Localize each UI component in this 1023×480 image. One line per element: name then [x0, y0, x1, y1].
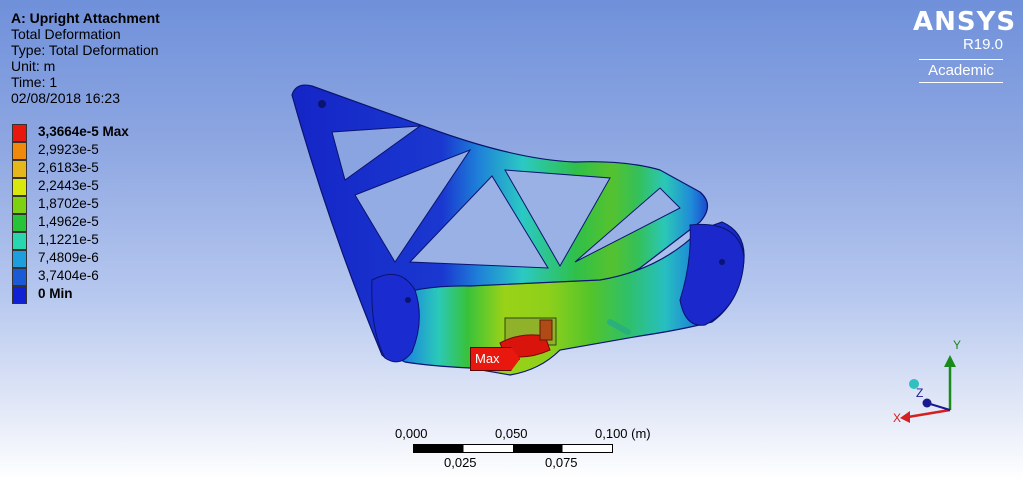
legend-row: 1,4962e-5: [12, 214, 192, 232]
result-info-header: A: Upright Attachment Total Deformation …: [11, 10, 160, 106]
logo-brand: ANSYS: [913, 7, 1017, 37]
legend-swatch: [12, 142, 27, 160]
result-type: Type: Total Deformation: [11, 42, 159, 58]
contour-legend[interactable]: 3,3664e-5 Max 2,9923e-5 2,6183e-5 2,2443…: [12, 124, 192, 304]
legend-row: 2,9923e-5: [12, 142, 192, 160]
result-date: 02/08/2018 16:23: [11, 90, 120, 106]
legend-label: 1,1221e-5: [38, 232, 99, 247]
legend-label: 2,6183e-5: [38, 160, 99, 175]
truss-cutout: [504, 169, 611, 268]
legend-swatch: [12, 160, 27, 178]
truss-cutout: [354, 148, 472, 263]
ansys-logo: ANSYS R19.0 Academic: [913, 7, 1017, 83]
y-axis-label: Y: [953, 338, 961, 352]
max-probe-tag[interactable]: Max: [470, 347, 520, 371]
analysis-title: A: Upright Attachment: [11, 10, 160, 26]
part-base: [379, 221, 745, 376]
legend-swatch: [12, 124, 27, 142]
truss-cutout: [331, 125, 422, 181]
logo-edition: Academic: [919, 59, 1003, 83]
legend-swatch: [12, 214, 27, 232]
max-region-bracket: [539, 319, 553, 341]
legend-label: 3,7404e-6: [38, 268, 99, 283]
legend-label-min: 0 Min: [38, 286, 73, 301]
result-name: Total Deformation: [11, 26, 121, 42]
legend-label: 2,2443e-5: [38, 178, 99, 193]
legend-row-min: 0 Min: [12, 286, 192, 304]
legend-swatch: [12, 250, 27, 268]
scale-bar: 0,000 0,050 0,100 (m) 0,025 0,075: [393, 425, 673, 475]
legend-swatch: [12, 286, 27, 304]
legend-row-max: 3,3664e-5 Max: [12, 124, 192, 142]
legend-label: 2,9923e-5: [38, 142, 99, 157]
x-axis-label: X: [893, 411, 901, 425]
legend-swatch: [12, 232, 27, 250]
scale-label-top: 0,050: [495, 426, 528, 441]
legend-swatch: [12, 178, 27, 196]
legend-row: 2,2443e-5: [12, 178, 192, 196]
x-axis-arrow: [900, 411, 910, 423]
legend-row: 7,4809e-6: [12, 250, 192, 268]
part-end-right: [679, 223, 745, 326]
scale-label-top: 0,100 (m): [595, 426, 651, 441]
legend-label: 1,8702e-5: [38, 196, 99, 211]
truss-cutout: [408, 175, 549, 269]
legend-label: 7,4809e-6: [38, 250, 99, 265]
max-probe-label: Max: [475, 351, 500, 366]
legend-label: 1,4962e-5: [38, 214, 99, 229]
legend-swatch: [12, 196, 27, 214]
result-time: Time: 1: [11, 74, 58, 90]
pin: [607, 319, 631, 335]
y-axis-arrow: [944, 355, 956, 367]
z-axis-label: Z: [916, 386, 923, 400]
coordinate-triad[interactable]: Y X Z: [880, 335, 970, 430]
legend-row: 1,8702e-5: [12, 196, 192, 214]
legend-swatch: [12, 268, 27, 286]
bolt-hole: [318, 100, 326, 108]
legend-label-max: 3,3664e-5 Max: [38, 124, 129, 139]
scale-label-bottom: 0,025: [444, 455, 477, 470]
bolt-hole: [405, 297, 411, 303]
logo-version: R19.0: [962, 36, 1003, 53]
legend-row: 1,1221e-5: [12, 232, 192, 250]
legend-row: 2,6183e-5: [12, 160, 192, 178]
x-axis: [907, 408, 951, 419]
scale-bar-track: [413, 444, 613, 453]
bolt-hole: [719, 259, 725, 265]
z-axis-tip: [922, 398, 932, 408]
truss-cutout: [574, 187, 681, 263]
result-unit: Unit: m: [11, 58, 56, 74]
part-end-left: [371, 273, 420, 363]
scale-label-top: 0,000: [395, 426, 428, 441]
iso-view-ball[interactable]: [909, 379, 919, 389]
scale-label-bottom: 0,075: [545, 455, 578, 470]
legend-row: 3,7404e-6: [12, 268, 192, 286]
